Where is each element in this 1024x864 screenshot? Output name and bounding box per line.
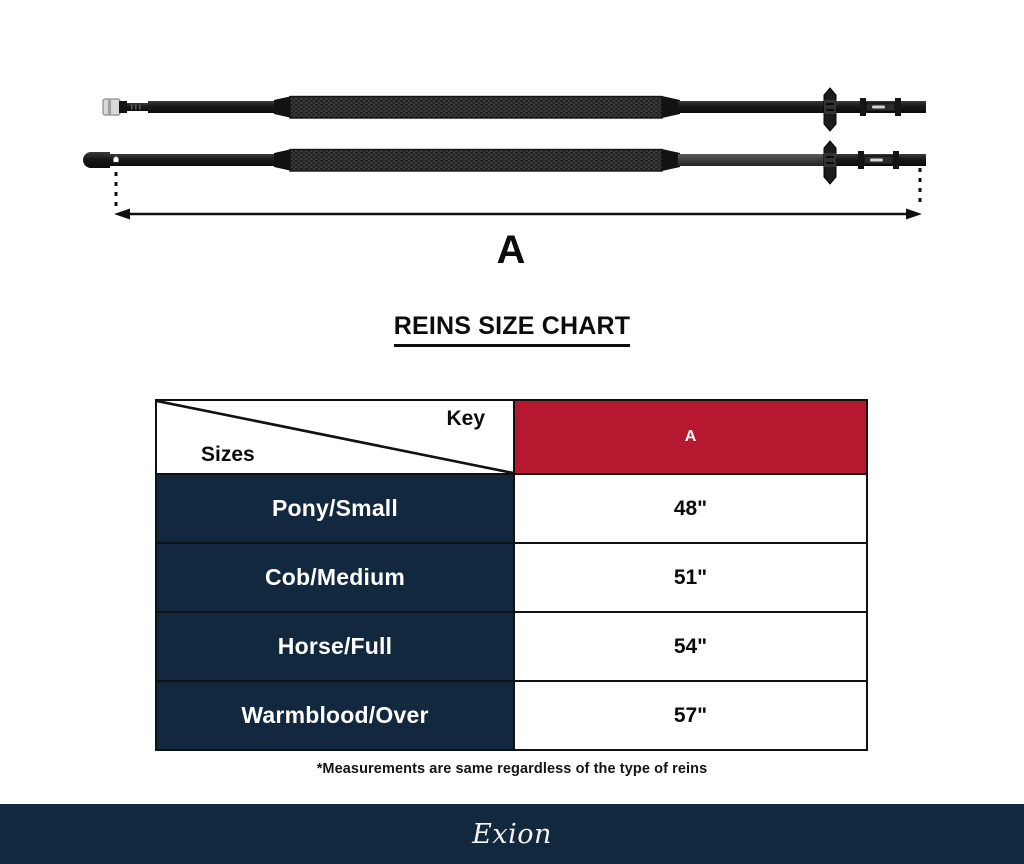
table-row: Horse/Full 54" bbox=[155, 611, 868, 682]
rein-upper-graphic bbox=[102, 87, 926, 132]
header-column-a: A bbox=[513, 399, 868, 475]
table-row: Cob/Medium 51" bbox=[155, 542, 868, 613]
value-a-cob: 51" bbox=[513, 542, 868, 613]
header-sizes-label: Sizes bbox=[201, 443, 255, 466]
size-label-cob: Cob/Medium bbox=[155, 542, 515, 613]
header-key-label: Key bbox=[446, 407, 485, 430]
rein-lower-graphic bbox=[83, 140, 926, 185]
brand-logo: Exion bbox=[472, 818, 552, 850]
header-corner-cell: Key Sizes bbox=[155, 399, 515, 475]
dimension-a: A bbox=[114, 162, 922, 272]
buckle-icon bbox=[102, 98, 127, 116]
dimension-a-label: A bbox=[497, 228, 526, 272]
measurement-footnote: *Measurements are same regardless of the… bbox=[316, 761, 708, 777]
size-label-warmblood: Warmblood/Over bbox=[155, 680, 515, 751]
value-a-pony: 48" bbox=[513, 473, 868, 544]
size-label-pony: Pony/Small bbox=[155, 473, 515, 544]
brand-footer-bar: Exion bbox=[0, 804, 1024, 864]
value-a-horse: 54" bbox=[513, 611, 868, 682]
rein-stop-lower bbox=[823, 140, 837, 185]
table-row: Pony/Small 48" bbox=[155, 473, 868, 544]
reins-illustration: A bbox=[83, 87, 926, 272]
reins-size-table: Key Sizes A Pony/Small 48" Cob/Medium 51… bbox=[155, 399, 868, 751]
table-header-row: Key Sizes A bbox=[155, 399, 868, 475]
rein-stop-upper bbox=[823, 87, 837, 132]
diagonal-divider-icon bbox=[157, 401, 513, 473]
value-a-warmblood: 57" bbox=[513, 680, 868, 751]
page-title-text: REINS SIZE CHART bbox=[393, 312, 631, 347]
table-row: Warmblood/Over 57" bbox=[155, 680, 868, 751]
size-label-horse: Horse/Full bbox=[155, 611, 515, 682]
page-title: REINS SIZE CHART bbox=[0, 312, 1024, 347]
